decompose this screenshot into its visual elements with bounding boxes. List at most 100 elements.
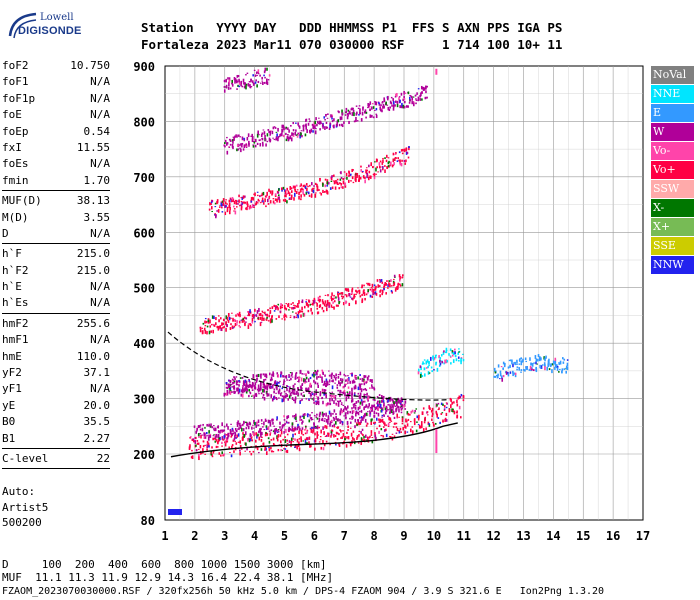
echo-mark (406, 151, 409, 155)
echo-mark (236, 148, 238, 152)
echo-mark (268, 190, 270, 192)
echo-mark (340, 437, 342, 439)
echo-mark (420, 92, 422, 97)
echo-mark (382, 159, 384, 163)
echo-mark (393, 278, 395, 280)
echo-mark (224, 139, 227, 143)
echo-mark (216, 426, 219, 428)
echo-mark (347, 394, 350, 399)
echo-mark (301, 373, 304, 375)
echo-mark (389, 100, 392, 104)
echo-mark (259, 431, 262, 436)
echo-mark (254, 314, 256, 316)
echo-mark (392, 98, 394, 102)
echo-mark (277, 194, 280, 196)
echo-mark (379, 279, 381, 281)
echo-mark (361, 383, 363, 385)
echo-mark (370, 164, 372, 167)
echo-mark (400, 92, 403, 96)
echo-mark (336, 178, 339, 181)
echo-mark (356, 290, 358, 294)
echo-mark (303, 312, 306, 317)
echo-mark (399, 99, 401, 103)
echo-mark (315, 396, 318, 398)
echo-trace (493, 354, 569, 382)
echo-mark (281, 398, 284, 403)
echo-mark (417, 88, 420, 90)
echo-mark (319, 177, 321, 181)
echo-mark (285, 127, 287, 130)
echo-mark (324, 300, 327, 304)
echo-mark (231, 312, 233, 314)
echo-mark (401, 403, 403, 406)
echo-mark (333, 300, 336, 303)
echo-mark (228, 202, 231, 207)
echo-mark (438, 407, 440, 410)
echo-mark (330, 373, 333, 378)
echo-mark (260, 382, 262, 387)
echo-mark (404, 400, 407, 404)
echo-mark (335, 373, 337, 377)
echo-mark (347, 179, 350, 183)
echo-mark (383, 97, 385, 101)
echo-mark (231, 79, 234, 84)
echo-mark (262, 396, 264, 399)
echo-mark (332, 379, 334, 383)
echo-mark (265, 143, 267, 147)
echo-mark (245, 83, 248, 86)
echo-mark (371, 440, 374, 444)
echo-mark (307, 122, 310, 126)
echo-mark (345, 383, 348, 385)
echo-mark (539, 367, 542, 369)
echo-mark (371, 283, 374, 288)
echo-mark (563, 358, 566, 361)
echo-mark (369, 294, 372, 298)
echo-mark (224, 204, 226, 208)
echo-mark (433, 369, 435, 371)
echo-mark (266, 384, 268, 389)
x-tick-label: 1 (161, 529, 168, 543)
echo-mark (355, 289, 357, 292)
echo-mark (236, 388, 238, 392)
echo-mark (389, 421, 391, 423)
echo-mark (294, 383, 296, 385)
echo-mark (381, 168, 384, 171)
echo-mark (326, 184, 329, 187)
echo-mark (267, 129, 270, 131)
echo-mark (286, 449, 289, 454)
param-row: B0 35.5 (2, 414, 110, 430)
echo-mark (305, 437, 308, 440)
echo-mark (357, 107, 360, 110)
echo-mark (227, 426, 229, 430)
echo-mark (378, 430, 380, 434)
echo-mark (286, 384, 288, 388)
echo-mark (344, 383, 346, 387)
echo-mark (308, 419, 311, 423)
echo-mark (315, 192, 317, 194)
echo-mark (332, 413, 334, 415)
echo-mark (311, 412, 313, 414)
echo-mark (236, 423, 239, 428)
echo-mark (229, 452, 231, 454)
echo-mark (514, 373, 517, 378)
echo-mark (566, 359, 569, 361)
echo-mark (336, 426, 338, 429)
param-row: MUF(D) 38.13 (2, 193, 110, 209)
echo-mark (428, 422, 430, 425)
echo-mark (387, 404, 390, 406)
echo-mark (319, 375, 322, 377)
echo-mark (350, 293, 353, 295)
echo-mark (296, 390, 298, 394)
echo-mark (307, 378, 310, 383)
echo-mark (305, 381, 308, 383)
echo-mark (236, 320, 238, 324)
echo-mark (389, 436, 391, 438)
echo-mark (337, 403, 340, 407)
echo-mark (379, 406, 382, 409)
echo-mark (339, 394, 341, 398)
echo-mark (286, 379, 288, 381)
echo-mark (452, 350, 455, 353)
echo-mark (275, 131, 278, 133)
echo-mark (254, 81, 257, 84)
echo-mark (531, 363, 534, 367)
